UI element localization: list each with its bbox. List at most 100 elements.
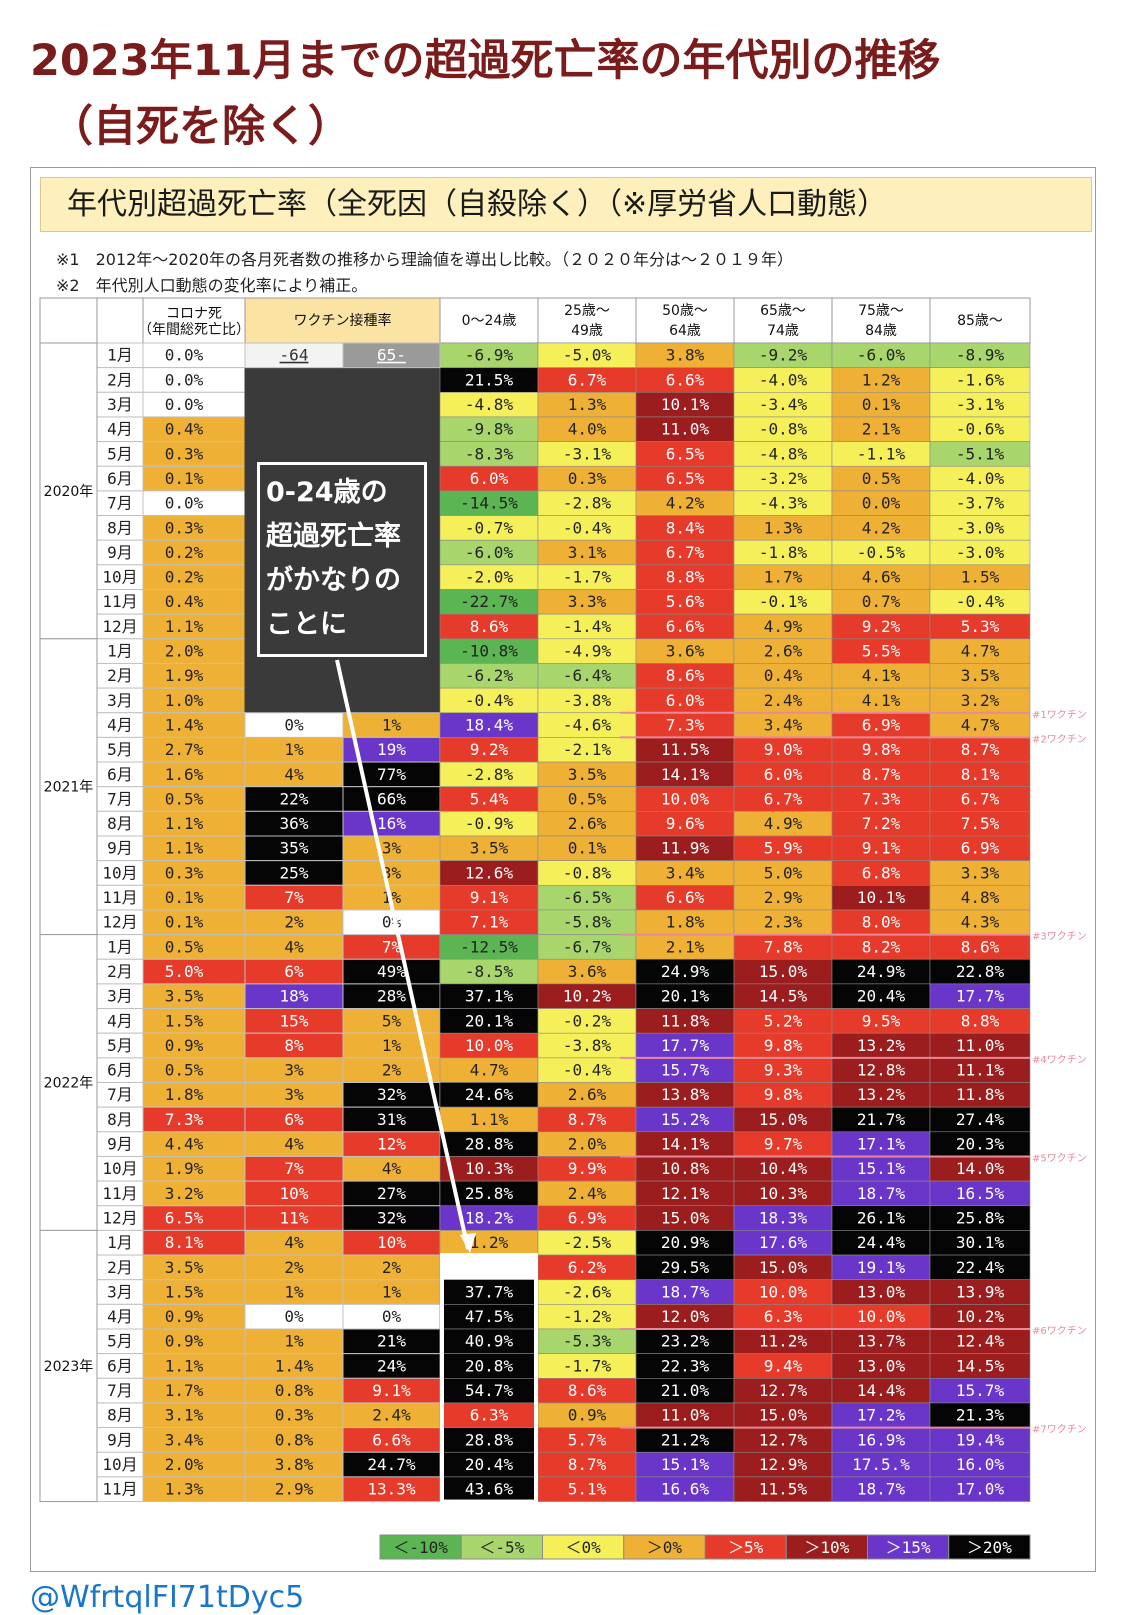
month-label: 8月 bbox=[107, 1406, 133, 1425]
vaccine-cell bbox=[342, 1131, 441, 1157]
chart-heading: 年代別超過死亡率（全死因（自殺除く）（※厚労省人口動態） bbox=[40, 177, 1092, 232]
rate-value: 9.7% bbox=[764, 1135, 803, 1154]
rate-value: 5.6% bbox=[666, 592, 705, 611]
rate-cell bbox=[635, 1106, 735, 1133]
rate-value: 15.1% bbox=[661, 1455, 710, 1474]
vaccine-value: 2.4% bbox=[372, 1406, 411, 1425]
rate-value: -2.1% bbox=[563, 740, 612, 759]
vaccine-cell bbox=[244, 1254, 344, 1281]
corona-value: 0.3% bbox=[165, 518, 204, 537]
rate-cell bbox=[537, 884, 637, 911]
rate-value: 14.1% bbox=[661, 765, 710, 784]
rate-value: 28.8% bbox=[465, 1430, 514, 1449]
rate-value: 13.2% bbox=[857, 1085, 906, 1104]
corona-value: 0.9% bbox=[165, 1036, 204, 1055]
header-corona-sub: （年間総死亡比） bbox=[138, 322, 250, 338]
rate-cell bbox=[635, 909, 735, 935]
rate-value: 18.4% bbox=[465, 715, 514, 734]
rate-value: 2.6% bbox=[568, 814, 607, 833]
rate-value: 22.8% bbox=[956, 962, 1005, 981]
rate-cell bbox=[635, 1156, 735, 1182]
rate-cell bbox=[537, 663, 637, 689]
rate-value: 6.8% bbox=[862, 863, 901, 882]
rate-value: 3.5% bbox=[961, 666, 1000, 685]
rate-value: -1.8% bbox=[759, 543, 808, 562]
rate-value: 27.4% bbox=[956, 1110, 1005, 1129]
rate-cell bbox=[733, 1106, 833, 1133]
rate-value: 10.0% bbox=[759, 1282, 808, 1301]
rate-cell bbox=[439, 835, 539, 861]
rate-cell bbox=[537, 465, 637, 492]
rate-cell bbox=[929, 1082, 1031, 1108]
rate-cell bbox=[733, 712, 833, 738]
vaccine-value: 11% bbox=[280, 1208, 309, 1227]
vaccine-value: 24% bbox=[377, 1356, 406, 1375]
rate-value: 23.2% bbox=[661, 1332, 710, 1351]
rate-value: -6.4% bbox=[563, 666, 612, 685]
corona-cell bbox=[142, 662, 246, 689]
rate-value: 13.2% bbox=[857, 1036, 906, 1055]
rate-value: 12.8% bbox=[857, 1061, 906, 1080]
month-label: 5月 bbox=[107, 1036, 133, 1055]
rate-cell bbox=[733, 1205, 833, 1231]
rate-value: 9.5% bbox=[862, 1011, 901, 1030]
corona-cell bbox=[142, 564, 246, 590]
vaccine-cell bbox=[342, 1279, 441, 1305]
rate-value: -12.5% bbox=[460, 937, 518, 956]
rate-value: 0.4% bbox=[764, 666, 803, 685]
rate-cell bbox=[929, 465, 1031, 492]
rate-cell bbox=[831, 1476, 931, 1502]
vaccine-cell bbox=[342, 416, 441, 443]
rate-cell bbox=[537, 367, 637, 393]
corona-cell bbox=[142, 761, 246, 788]
rate-cell bbox=[733, 884, 833, 911]
rate-cell bbox=[635, 1378, 735, 1404]
rate-value: -5.0% bbox=[563, 346, 612, 365]
corona-value: 1.1% bbox=[165, 814, 204, 833]
rate-value: 15.0% bbox=[759, 1406, 808, 1425]
month-label: 12月 bbox=[102, 1208, 137, 1227]
rate-value: 1.3% bbox=[568, 395, 607, 414]
corona-value: 3.1% bbox=[165, 1406, 204, 1425]
rate-value: 20.1% bbox=[465, 1011, 514, 1030]
rate-value: 7.2% bbox=[862, 814, 901, 833]
rate-cell bbox=[733, 613, 833, 640]
month-label: 11月 bbox=[102, 592, 137, 611]
rate-value: -3.8% bbox=[563, 1036, 612, 1055]
annotation-line-1: 0-24歳の bbox=[266, 477, 388, 508]
corona-value: 0.9% bbox=[165, 1307, 204, 1326]
rate-cell bbox=[831, 465, 931, 492]
rate-value: 11.0% bbox=[661, 1406, 710, 1425]
rate-cell bbox=[929, 515, 1031, 541]
header-age-3-a: 65歳～ bbox=[760, 303, 806, 319]
rate-cell bbox=[439, 712, 539, 738]
rate-cell bbox=[831, 1205, 931, 1231]
rate-value: 9.3% bbox=[764, 1061, 803, 1080]
rate-cell bbox=[733, 1254, 833, 1281]
header-age-1-b: 49歳 bbox=[571, 323, 603, 339]
vaccine-value: 1% bbox=[382, 715, 402, 734]
legend-label-4: ＞5% bbox=[728, 1538, 764, 1557]
rate-cell bbox=[831, 835, 931, 861]
rate-value: 6.7% bbox=[764, 789, 803, 808]
rate-value: 8.0% bbox=[862, 913, 901, 932]
corona-cell bbox=[142, 1131, 246, 1157]
corona-cell bbox=[142, 909, 246, 936]
rate-cell bbox=[537, 1205, 637, 1231]
legend-label-0: ＜-10% bbox=[393, 1538, 448, 1557]
rate-cell bbox=[929, 1427, 1031, 1453]
rate-value: 10.0% bbox=[857, 1307, 906, 1326]
rate-cell bbox=[439, 1106, 539, 1133]
header-vaccine: ワクチン接種率 bbox=[294, 312, 392, 329]
rate-value: 30.1% bbox=[956, 1233, 1005, 1252]
rate-value: 5.1% bbox=[568, 1480, 607, 1499]
rate-value: 26.1% bbox=[857, 1208, 906, 1227]
author-credit[interactable]: @WfrtqlFI71tDyc5 bbox=[30, 1580, 305, 1615]
vaccine-cell bbox=[342, 1229, 441, 1256]
corona-value: 0.5% bbox=[165, 789, 204, 808]
rate-value: -9.2% bbox=[759, 346, 808, 365]
vaccine-cell bbox=[244, 1180, 344, 1207]
corona-value: 7.3% bbox=[165, 1110, 204, 1129]
rate-value: 8.7% bbox=[568, 1455, 607, 1474]
rate-value: 11.0% bbox=[661, 420, 710, 439]
